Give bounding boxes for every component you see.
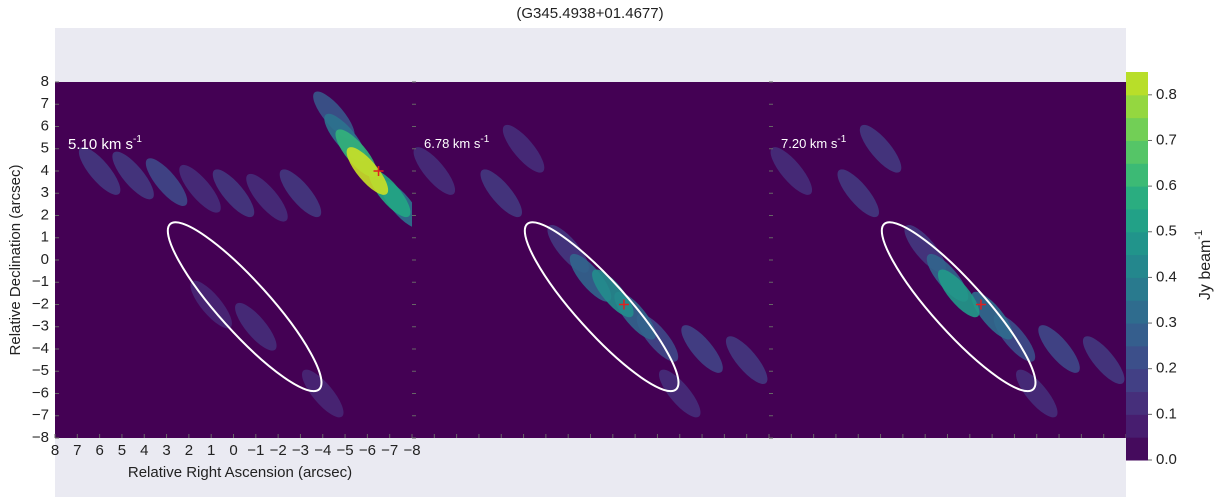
velocity-label: 5.10 km s-1 [68,134,142,153]
y-tick-label: −5 [32,362,49,379]
colorbar-step [1126,163,1148,186]
y-tick-label: −1 [32,273,49,290]
colorbar-tick-label: 0.8 [1156,86,1177,103]
panel: 7.20 km s-1 [764,82,1130,438]
x-tick-label: 6 [95,442,103,459]
colorbar-step [1126,323,1148,346]
x-tick-label: −2 [270,442,287,459]
velocity-label: 7.20 km s-1 [781,134,847,152]
velocity-text: 7.20 km s [781,136,838,151]
colorbar-step [1126,209,1148,232]
x-tick-label: −5 [337,442,354,459]
colorbar-step [1126,72,1148,95]
colorbar-tick-label: 0.5 [1156,223,1177,240]
x-tick-label: −6 [359,442,376,459]
colorbar-step [1126,140,1148,163]
velocity-exponent: -1 [133,134,142,145]
velocity-label: 6.78 km s-1 [424,134,490,152]
x-tick-label: −7 [381,442,398,459]
y-tick-label: −7 [32,407,49,424]
colorbar-step [1126,95,1148,118]
colorbar-step [1126,437,1148,460]
y-tick-label: 3 [41,184,49,201]
velocity-text: 5.10 km s [68,136,133,153]
colorbar-step [1126,414,1148,437]
colorbar-tick-label: 0.7 [1156,131,1177,148]
colorbar-tick-label: 0.0 [1156,451,1177,468]
y-tick-label: 8 [41,73,49,90]
colorbar-step [1126,186,1148,209]
colorbar-tick-label: 0.4 [1156,268,1177,285]
x-tick-label: 2 [185,442,193,459]
colorbar-label-text: Jy beam [1197,240,1214,300]
y-tick-label: 2 [41,206,49,223]
x-tick-label: −1 [247,442,264,459]
y-tick-label: −8 [32,429,49,446]
colorbar-tick-label: 0.1 [1156,405,1177,422]
y-tick-label: 4 [41,162,49,179]
colorbar-step [1126,232,1148,255]
x-tick-label: 8 [51,442,59,459]
colorbar-label-exponent: -1 [1193,230,1205,240]
y-tick-label: 1 [41,229,49,246]
colorbar-step [1126,255,1148,278]
colorbar-tick-label: 0.2 [1156,360,1177,377]
y-tick-label: −4 [32,340,49,357]
colorbar-step [1126,277,1148,300]
x-tick-label: 0 [229,442,237,459]
x-axis-label: Relative Right Ascension (arcsec) [128,464,352,481]
x-tick-label: 4 [140,442,148,459]
x-tick-label: 7 [73,442,81,459]
y-tick-label: 6 [41,117,49,134]
colorbar-step [1126,300,1148,323]
velocity-text: 6.78 km s [424,136,481,151]
colorbar-tick-label: 0.6 [1156,177,1177,194]
chart-title: (G345.4938+01.4677) [516,5,663,22]
y-tick-label: 0 [41,251,49,268]
x-tick-label: −8 [403,442,420,459]
panel: 6.78 km s-1 [407,82,773,438]
velocity-exponent: -1 [480,134,489,145]
figure: (G345.4938+01.4677) Relative Right Ascen… [0,0,1228,497]
panel: 5.10 km s-1 [55,82,428,438]
y-axis-label: Relative Declination (arcsec) [7,165,24,356]
colorbar-step [1126,392,1148,415]
y-tick-label: −3 [32,318,49,335]
x-tick-label: −3 [292,442,309,459]
x-tick-label: −4 [314,442,331,459]
colorbar-step [1126,346,1148,369]
x-tick-label: 3 [162,442,170,459]
y-tick-label: 7 [41,95,49,112]
colorbar-label: Jy beam-1 [1193,230,1214,300]
x-tick-label: 5 [118,442,126,459]
y-tick-label: −2 [32,295,49,312]
velocity-exponent: -1 [837,134,846,145]
y-tick-label: 5 [41,140,49,157]
y-tick-label: −6 [32,384,49,401]
colorbar-step [1126,118,1148,141]
x-tick-label: 1 [207,442,215,459]
colorbar-step [1126,369,1148,392]
colorbar-tick-label: 0.3 [1156,314,1177,331]
